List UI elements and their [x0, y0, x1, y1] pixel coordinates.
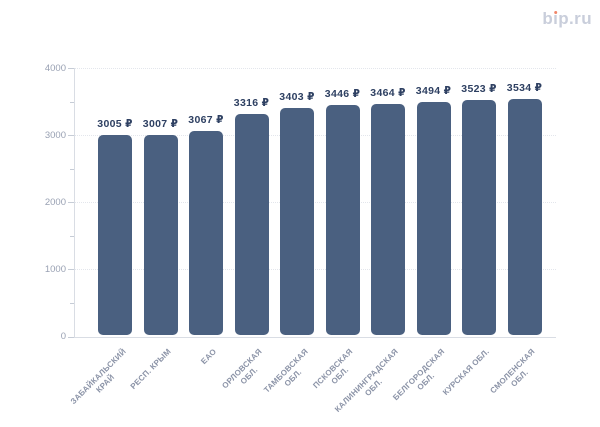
bar — [325, 105, 360, 336]
logo-i-dot — [553, 10, 558, 15]
x-axis-label: ЕАО — [199, 347, 219, 366]
x-axis-label: ЗАБАЙКАЛЬСКИЙ КРАЙ — [68, 347, 128, 407]
logo-letter-i: ı — [553, 9, 559, 28]
bar-value-label: 3403 ₽ — [279, 91, 315, 104]
bar-value-label: 3316 ₽ — [233, 96, 270, 109]
y-axis-tick — [68, 202, 74, 204]
bar-value-label: 3464 ₽ — [370, 86, 406, 99]
y-axis-minor-tick — [70, 302, 74, 304]
x-axis-label: ТАМБОВСКАЯ ОБЛ. — [261, 347, 310, 395]
bar-value-label: 3446 ₽ — [324, 88, 361, 101]
gridline — [74, 68, 556, 69]
bar-value-label: 3005 ₽ — [97, 117, 133, 130]
y-axis-label: 1000 — [44, 263, 66, 275]
y-axis-tick — [68, 68, 74, 69]
bar — [98, 134, 132, 336]
bar — [143, 134, 178, 336]
bar-value-label: 3523 ₽ — [461, 83, 497, 96]
y-axis-tick — [68, 269, 74, 271]
y-axis-label: 3000 — [44, 129, 66, 141]
logo[interactable]: bı p.ru — [542, 9, 592, 28]
bar — [189, 130, 223, 336]
y-axis-label: 2000 — [44, 196, 66, 208]
gridline — [74, 135, 556, 137]
y-axis-minor-tick — [70, 235, 74, 237]
x-axis-label: КУРСКАЯ ОБЛ. — [441, 347, 492, 397]
x-axis-label: РЕСП. КРЫМ — [128, 347, 173, 392]
y-axis-line — [74, 68, 75, 337]
y-axis-label: 0 — [60, 331, 66, 342]
x-axis-label: СМОЛЕНСКАЯ ОБЛ. — [488, 347, 537, 396]
bar-value-label: 3494 ₽ — [415, 84, 452, 97]
bar — [234, 113, 269, 336]
bar — [507, 99, 542, 336]
bar-value-label: 3007 ₽ — [142, 117, 179, 130]
y-axis-minor-tick — [70, 168, 74, 170]
bar — [371, 103, 405, 336]
bar-value-label: 3067 ₽ — [188, 113, 224, 126]
bar-value-label: 3534 ₽ — [506, 82, 543, 95]
y-axis-minor-tick — [70, 101, 74, 103]
y-axis-label: 4000 — [44, 62, 66, 74]
bar — [280, 108, 314, 336]
y-axis-tick — [68, 135, 74, 137]
bar — [462, 100, 496, 336]
y-axis-tick — [68, 336, 74, 338]
bar — [416, 101, 451, 336]
gridline — [74, 269, 556, 271]
gridline — [74, 202, 556, 204]
x-axis-line — [74, 336, 556, 338]
